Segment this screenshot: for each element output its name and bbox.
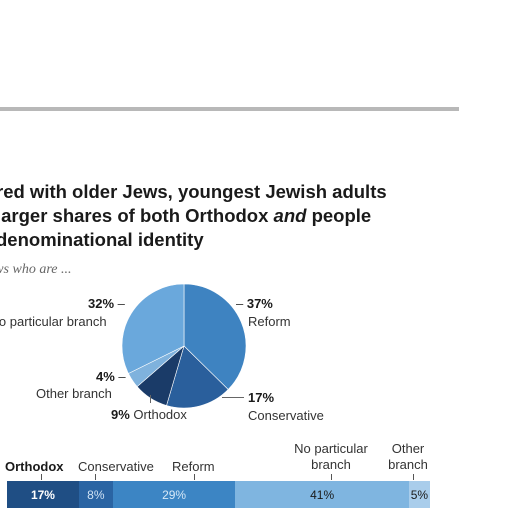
pie-label-orthodox: 9% Orthodox (111, 407, 187, 423)
top-divider (0, 107, 459, 111)
pie-label-orthodox-text: Orthodox (133, 407, 187, 422)
chart-title: red with older Jews, youngest Jewish adu… (0, 180, 512, 252)
bar-header-other: Other branch (385, 441, 431, 473)
pie-label-other-pct: 4% – (96, 369, 126, 384)
bar-tick-reform (194, 474, 195, 480)
bar-header-reform: Reform (172, 459, 215, 474)
orthodox-leader-line (150, 395, 151, 403)
bar-tick-other (413, 474, 414, 480)
bar-segment-reform: 29% (112, 481, 236, 508)
bar-header-no-particular-line1: No particular (294, 441, 368, 456)
bar-segment-conservative: 8% (78, 481, 113, 508)
bar-segment-other-branch: 5% (408, 481, 430, 508)
title-line-1: red with older Jews, youngest Jewish adu… (0, 181, 387, 202)
pie-label-reform-pct: – 37% (236, 296, 273, 311)
bar-tick-conservative (95, 474, 96, 480)
bar-header-no-particular: No particular branch (291, 441, 371, 473)
pie-label-no-particular: lo particular branch (0, 314, 107, 329)
bar-segment-orthodox: 17% (7, 481, 79, 508)
pie-label-no-particular-pct: 32% – (88, 296, 125, 311)
bar-tick-orthodox (41, 474, 42, 480)
bar-header-conservative: Conservative (78, 459, 154, 474)
pie-label-reform: Reform (248, 314, 291, 329)
bar-tick-no-particular (331, 474, 332, 480)
bar-segment-no-particular-branch: 41% (235, 481, 409, 508)
pie-slice-lo-particular-branch (121, 283, 185, 374)
stacked-bar: 17% 8% 29% 41% 5% (7, 481, 430, 508)
pie-value-orthodox: 9% (111, 407, 130, 422)
bar-header-other-line1: Other (391, 441, 425, 456)
pie-chart (121, 283, 247, 409)
title-line-2: larger shares of both Orthodox and peopl… (0, 205, 372, 226)
pie-value-no-particular: 32% (88, 296, 115, 311)
chart-subtitle: ews who are ... (0, 262, 72, 277)
conservative-leader-line (222, 397, 244, 398)
title-line-3: denominational identity (0, 229, 204, 250)
pie-label-other: Other branch (36, 386, 112, 401)
pie-label-conservative-pct: 17% (248, 390, 274, 406)
bar-header-orthodox: Orthodox (5, 459, 64, 474)
pie-label-conservative: Conservative (248, 408, 324, 423)
pie-value-other: 4% (96, 369, 115, 384)
bar-header-other-line2: branch (388, 457, 428, 472)
pie-slice-reform (183, 283, 247, 390)
pie-value-reform: 37% (246, 296, 273, 311)
pie-slice-conservative (166, 345, 229, 409)
bar-header-no-particular-line2: branch (311, 457, 351, 472)
pie-value-conservative: 17% (248, 390, 275, 405)
